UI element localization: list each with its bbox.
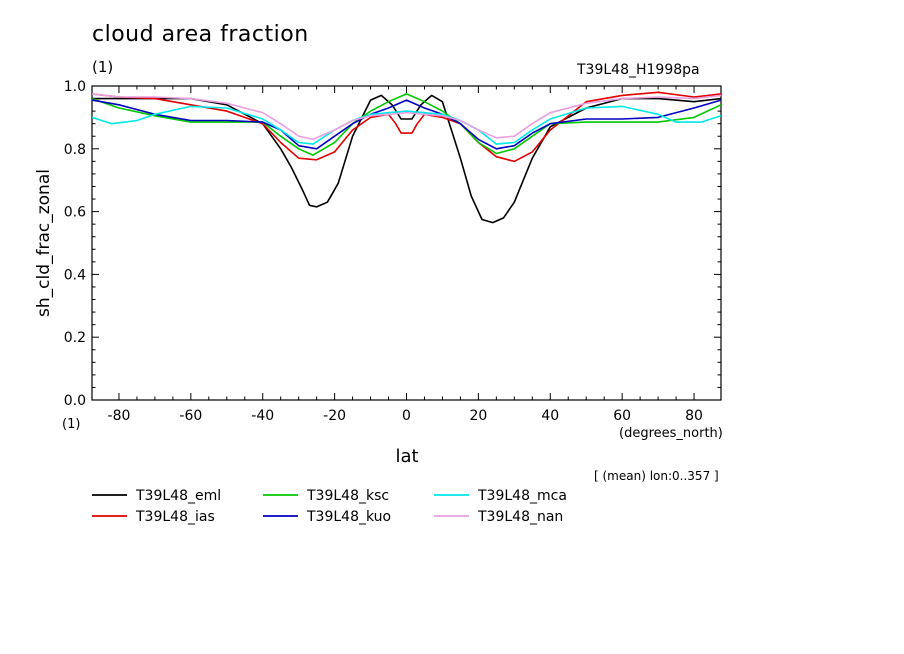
series-line-T39L48_eml — [92, 94, 722, 224]
legend-label: T39L48_eml — [135, 488, 221, 504]
x-tick-label: -40 — [251, 408, 274, 424]
y-axis-units: (1) — [62, 417, 81, 432]
x-axis-units: (degrees_north) — [619, 426, 723, 441]
x-axis-label: lat — [395, 446, 419, 467]
legend-label: T39L48_ksc — [306, 488, 389, 504]
legend-label: T39L48_kuo — [306, 509, 391, 525]
y-tick-label: 0.2 — [64, 330, 86, 346]
series-line-T39L48_ksc — [91, 93, 722, 156]
y-tick-label: 1.0 — [64, 79, 86, 95]
y-tick-label: 0.4 — [64, 267, 86, 283]
series-line-T39L48_ias — [91, 91, 722, 163]
series-line-T39L48_kuo — [91, 99, 722, 150]
x-tick-label: -80 — [108, 408, 131, 424]
legend-label: T39L48_ias — [135, 509, 215, 525]
x-tick-label: 20 — [469, 408, 487, 424]
y-tick-label: 0.6 — [64, 205, 86, 221]
x-tick-label: 0 — [402, 408, 411, 424]
x-tick-label: 60 — [613, 408, 631, 424]
series-line-T39L48_nan — [91, 93, 722, 141]
series-line-T39L48_mca — [91, 105, 722, 145]
x-tick-label: 40 — [541, 408, 559, 424]
y-tick-label: 0.0 — [64, 393, 86, 409]
x-tick-label: -20 — [323, 408, 346, 424]
y-tick-label: 0.8 — [64, 142, 86, 158]
legend-label: T39L48_nan — [477, 509, 563, 525]
x-tick-label: 80 — [685, 408, 703, 424]
x-tick-label: -60 — [179, 408, 202, 424]
mean-note: [ (mean) lon:0..357 ] — [594, 469, 719, 483]
chart-subtitle-right: T39L48_H1998pa — [577, 62, 700, 78]
legend-label: T39L48_mca — [477, 488, 567, 504]
chart-title-units: (1) — [92, 58, 114, 76]
chart-title: cloud area fraction — [92, 22, 309, 47]
